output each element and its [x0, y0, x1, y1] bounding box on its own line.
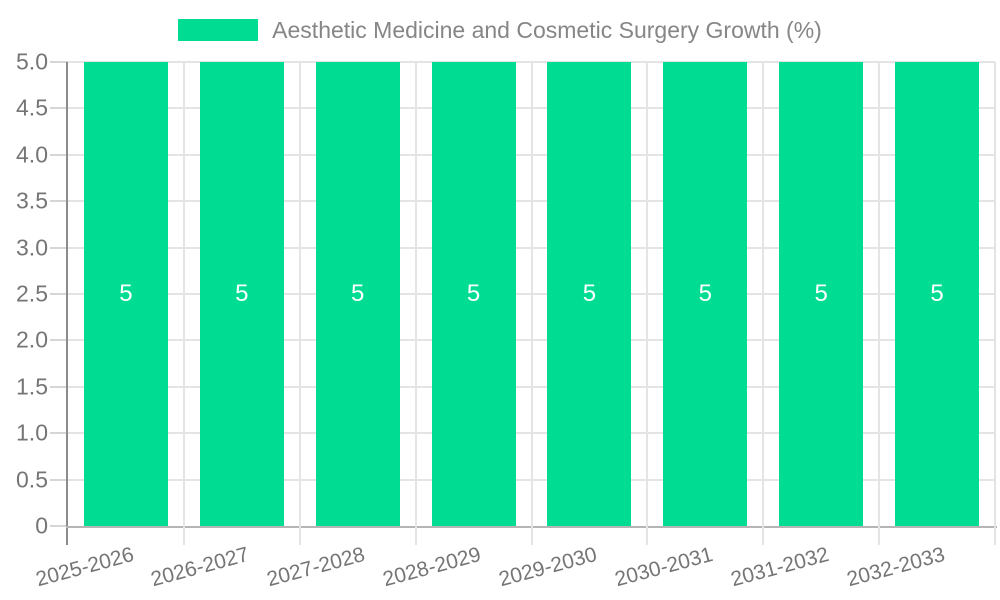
- x-axis-tick-label: 2029-2030: [496, 543, 600, 592]
- y-axis-tick-label: 5.0: [16, 48, 48, 75]
- y-axis-tick-label: 3.0: [16, 234, 48, 261]
- bar[interactable]: 5: [547, 62, 632, 526]
- x-axis-tick-label: 2028-2029: [380, 543, 484, 592]
- y-axis-tick: [50, 293, 68, 295]
- gridline-vertical: [530, 62, 533, 545]
- y-axis-tick: [50, 107, 68, 110]
- y-axis-tick-label: 2.5: [16, 280, 48, 307]
- x-axis-tick-label: 2032-2033: [844, 543, 948, 592]
- y-axis: 0 0.5 1.0 1.5 2.0 2.5 3.0 3.5 4.0 4.5 5.0: [0, 49, 68, 539]
- y-axis-tick: [50, 200, 68, 203]
- x-axis-tick-label: 2030-2031: [612, 543, 716, 592]
- gridline-vertical: [298, 62, 301, 545]
- legend-item[interactable]: Aesthetic Medicine and Cosmetic Surgery …: [0, 17, 1000, 43]
- x-axis-tick-label: 2027-2028: [264, 543, 368, 592]
- gridline-vertical: [414, 62, 417, 545]
- bar-value-label: 5: [582, 280, 597, 307]
- bar-value-label: 5: [119, 280, 133, 307]
- bar-value-label: 5: [235, 280, 249, 307]
- y-axis-tick: [50, 153, 68, 156]
- x-axis-tick-label: 2031-2032: [728, 543, 832, 592]
- y-axis-tick: [50, 432, 68, 435]
- bar-value-label: 5: [814, 280, 828, 307]
- bar[interactable]: 5: [895, 62, 980, 526]
- y-axis-tick: [50, 478, 68, 481]
- gridline-vertical: [994, 62, 996, 545]
- legend-label: Aesthetic Medicine and Cosmetic Surgery …: [272, 16, 822, 43]
- y-axis-tick: [50, 339, 68, 342]
- y-axis-tick-label: 2.0: [16, 326, 48, 353]
- bar[interactable]: 5: [431, 62, 516, 526]
- bar-value-label: 5: [930, 280, 944, 307]
- y-axis-tick: [50, 246, 68, 249]
- legend-swatch: [178, 19, 259, 41]
- bar[interactable]: 5: [779, 62, 864, 526]
- y-axis-tick-label: 0: [35, 512, 48, 539]
- bar-value-label: 5: [466, 280, 481, 307]
- y-axis-tick-label: 4.0: [16, 141, 48, 168]
- y-axis-tick-label: 1.5: [16, 373, 48, 400]
- bar-value-label: 5: [350, 280, 365, 307]
- bar[interactable]: 5: [199, 62, 284, 526]
- gridline-vertical: [878, 62, 881, 545]
- y-axis-line: [66, 62, 68, 545]
- x-axis-tick-label: 2025-2026: [32, 543, 136, 592]
- y-axis-tick-label: 3.5: [16, 187, 48, 214]
- y-axis-tick: [50, 385, 68, 388]
- y-axis-tick: [50, 61, 68, 63]
- y-axis-tick-label: 4.5: [16, 94, 48, 121]
- gridline-vertical: [762, 62, 765, 545]
- y-axis-tick-label: 1.0: [16, 419, 48, 446]
- gridline-vertical: [646, 62, 649, 545]
- plot-area: 5 5 5 5 5 5 5 5: [68, 61, 996, 545]
- bar-value-label: 5: [698, 280, 712, 307]
- bar[interactable]: 5: [663, 62, 748, 526]
- x-axis: 2025-2026 2026-2027 2027-2028 2028-2029 2029…: [33, 526, 995, 600]
- x-axis-tick-label: 2026-2027: [148, 543, 252, 592]
- bar[interactable]: 5: [83, 62, 168, 526]
- bar[interactable]: 5: [315, 62, 400, 526]
- gridline-vertical: [182, 62, 185, 545]
- y-axis-tick-label: 0.5: [16, 466, 48, 493]
- y-axis-tick: [50, 525, 68, 527]
